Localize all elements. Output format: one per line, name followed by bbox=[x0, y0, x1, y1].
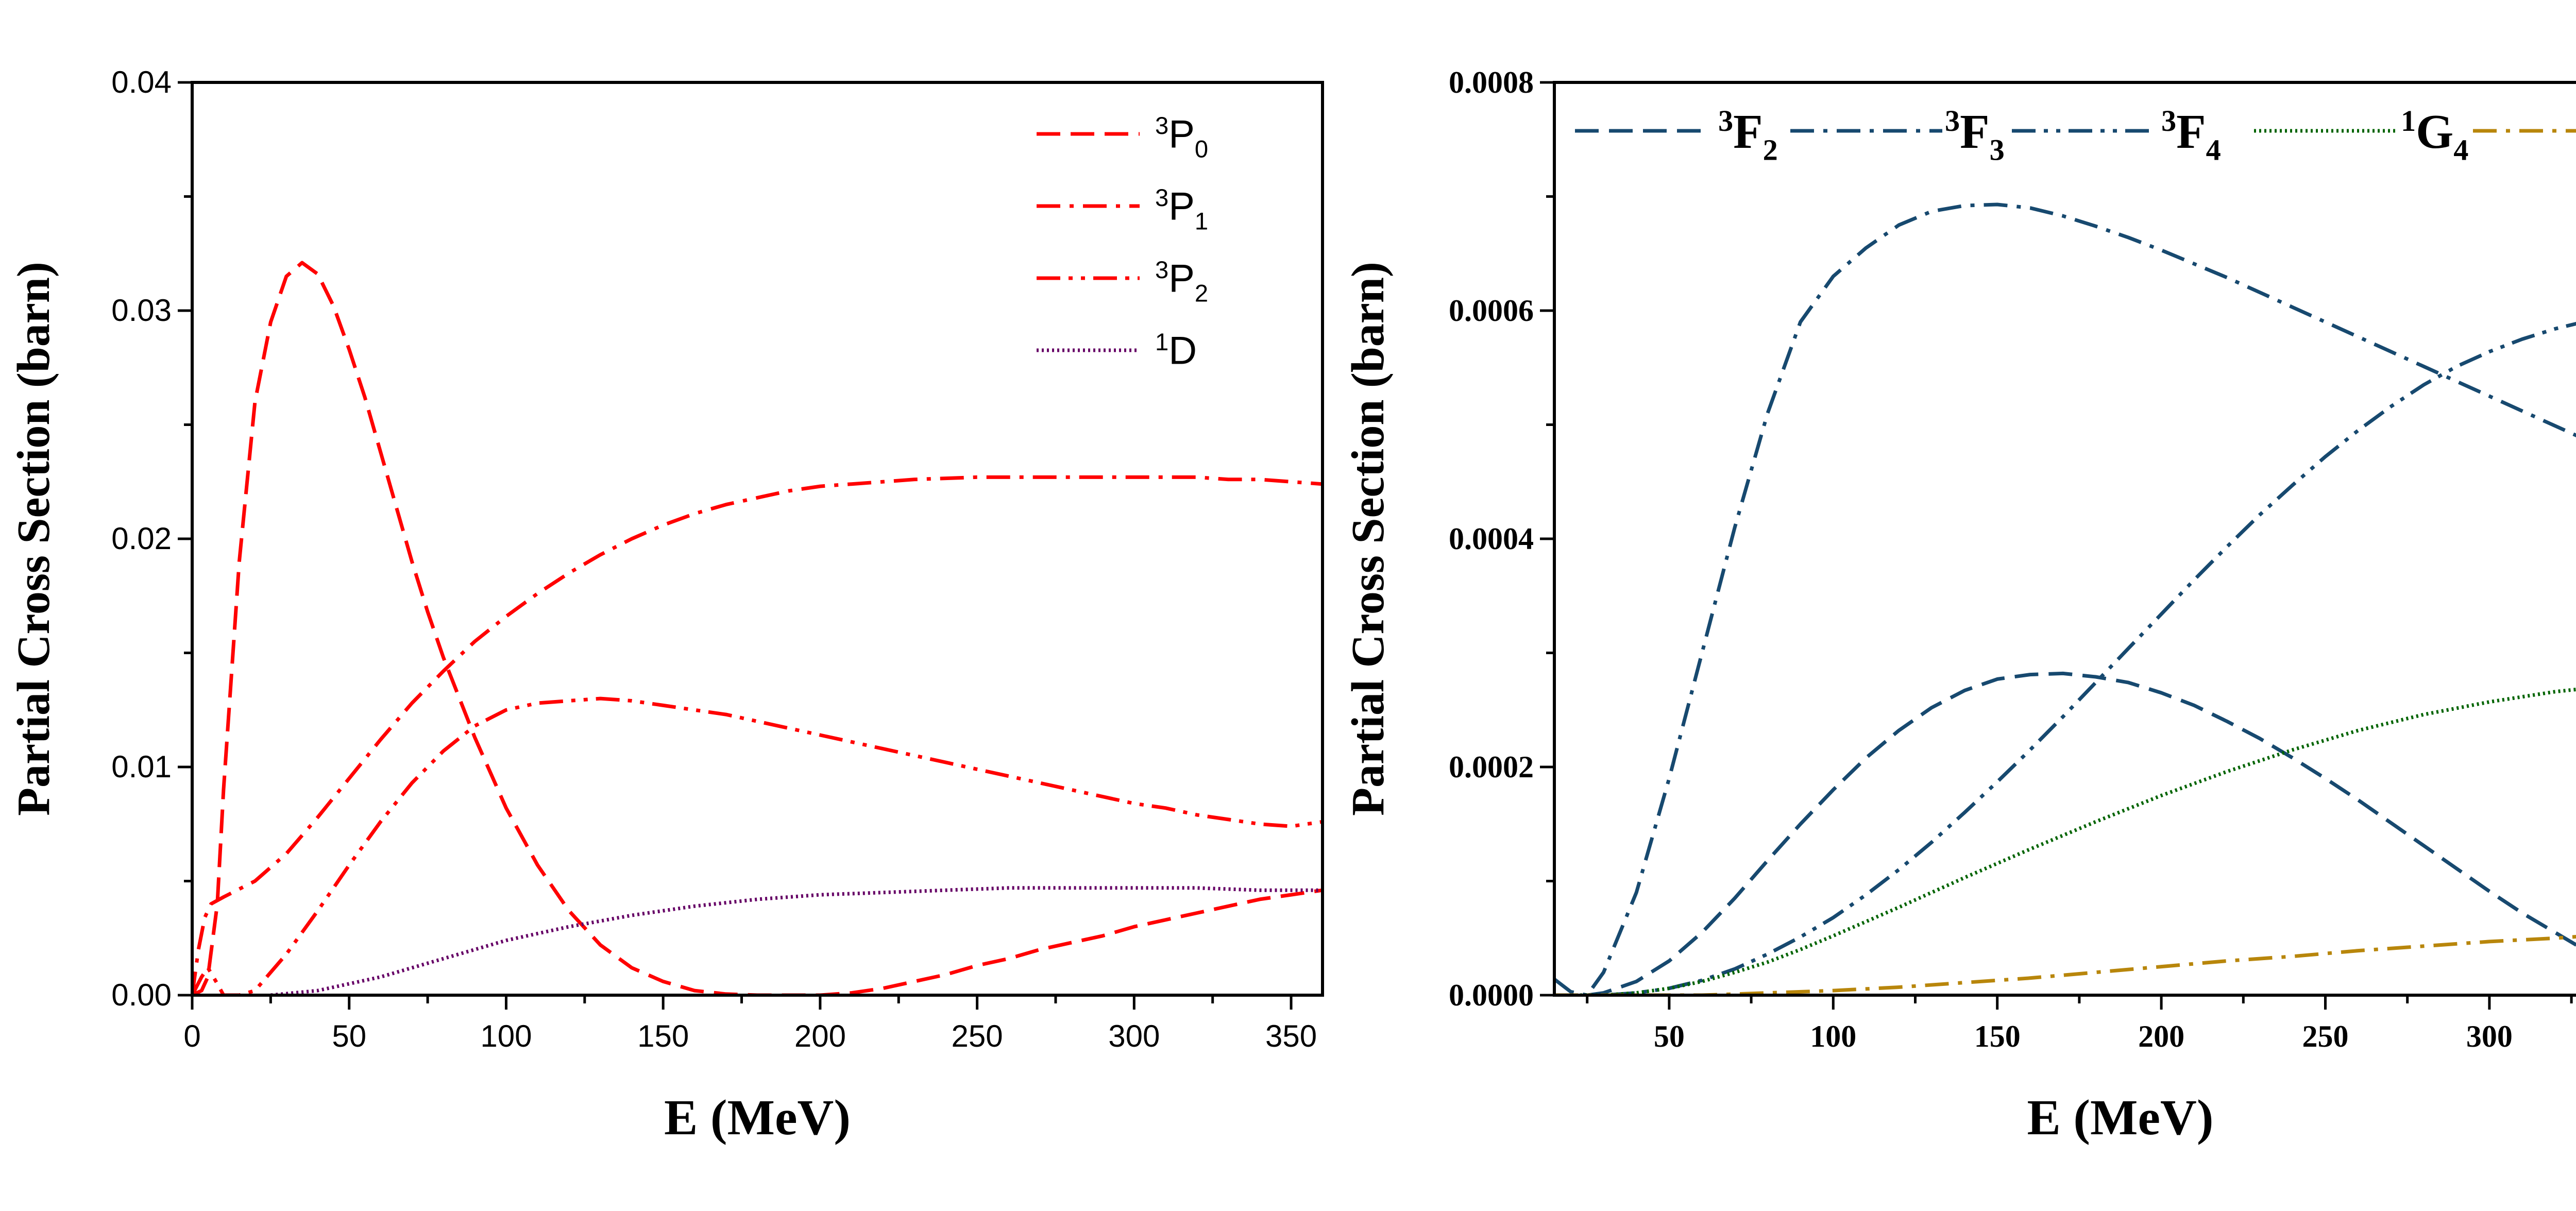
y-tick-label: 0.0006 bbox=[1449, 294, 1534, 328]
plot-frame bbox=[1553, 81, 2576, 997]
left-chart-panel: 0 50 100 150 200 250 300 350 0.00 0.01 0.02 0.03 0.0… bbox=[8, 65, 1324, 1146]
series-line-3P0 bbox=[192, 261, 1323, 995]
y-tick-label: 0.0004 bbox=[1449, 522, 1534, 556]
y-tick-label: 0.00 bbox=[111, 978, 172, 1012]
x-tick-label: 200 bbox=[794, 1019, 846, 1053]
series-line-3P1 bbox=[192, 475, 1323, 995]
legend-label-3P1: 3P1 bbox=[1155, 184, 1208, 235]
y-axis-label: Partial Cross Section (barn) bbox=[1343, 262, 1394, 816]
x-tick-label: 200 bbox=[2138, 1019, 2184, 1053]
y-tick-label: 0.0008 bbox=[1449, 65, 1534, 99]
x-axis-label: E (MeV) bbox=[664, 1090, 851, 1146]
series-line-3H4 bbox=[1554, 934, 2576, 995]
x-tick-label: 300 bbox=[2466, 1019, 2513, 1053]
x-tick-label: 50 bbox=[1654, 1019, 1685, 1053]
x-tick-label: 150 bbox=[637, 1019, 689, 1053]
series-line-3F4 bbox=[1554, 321, 2576, 995]
legend-label-3P2: 3P2 bbox=[1155, 256, 1208, 307]
x-tick-label: 250 bbox=[2302, 1019, 2349, 1053]
y-axis-label: Partial Cross Section (barn) bbox=[8, 262, 59, 816]
x-tick-label: 50 bbox=[332, 1019, 366, 1053]
series-line-3F2 bbox=[1554, 671, 2576, 995]
legend-label-3F3: 3F3 bbox=[1945, 104, 2005, 166]
x-tick-label: 0 bbox=[183, 1019, 200, 1053]
y-tick-label: 0.03 bbox=[111, 293, 172, 328]
legend: 3F23F33F41G43H4 bbox=[1575, 104, 2576, 166]
legend-label-1G4: 1G4 bbox=[2401, 104, 2468, 166]
legend-label-3F2: 3F2 bbox=[1718, 104, 1778, 166]
x-tick-label: 350 bbox=[1265, 1019, 1317, 1053]
x-axis-label: E (MeV) bbox=[2027, 1090, 2214, 1146]
plot-frame bbox=[191, 81, 1324, 997]
y-tick-label: 0.0000 bbox=[1449, 978, 1534, 1012]
series-line-1D bbox=[270, 886, 1323, 995]
y-tick-label: 0.02 bbox=[111, 521, 172, 556]
series-line-3P2 bbox=[192, 696, 1323, 995]
x-tick-label: 250 bbox=[952, 1019, 1003, 1053]
legend-label-3P0: 3P0 bbox=[1155, 112, 1208, 163]
legend-label-1D: 1D bbox=[1155, 328, 1197, 373]
y-tick-label: 0.04 bbox=[111, 65, 172, 99]
x-tick-label: 300 bbox=[1108, 1019, 1160, 1053]
y-tick-label: 0.01 bbox=[111, 749, 172, 784]
series-line-3F3 bbox=[1554, 202, 2576, 995]
y-tick-label: 0.0002 bbox=[1449, 750, 1534, 784]
legend-label-3F4: 3F4 bbox=[2161, 104, 2221, 166]
legend: 3P0 3P1 3P2 1D bbox=[1037, 112, 1208, 373]
right-chart-panel: 501001502002503003500.00000.00020.00040.… bbox=[1343, 65, 2576, 1146]
x-tick-label: 100 bbox=[480, 1019, 532, 1053]
x-tick-label: 150 bbox=[1974, 1019, 2021, 1053]
x-tick-label: 100 bbox=[1810, 1019, 1856, 1053]
